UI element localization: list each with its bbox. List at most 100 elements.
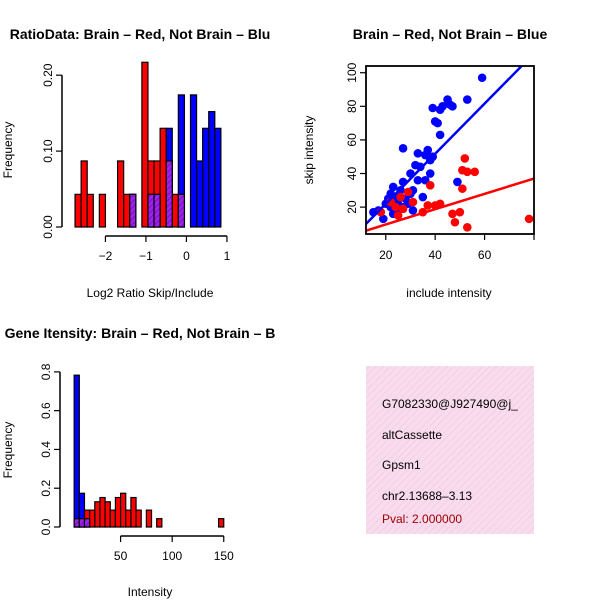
not-brain-point bbox=[433, 118, 442, 128]
overlap-bar bbox=[147, 193, 155, 228]
overlap-bar bbox=[165, 160, 173, 228]
plot-frame bbox=[365, 65, 535, 235]
x-tick-label: 50 bbox=[114, 549, 128, 563]
info-pvalue: Pval: 2.000000 bbox=[382, 512, 462, 526]
not-brain-point bbox=[428, 103, 438, 113]
brain-fit-line bbox=[365, 177, 535, 232]
brain-point bbox=[403, 187, 413, 197]
info-event-type: altCassette bbox=[382, 428, 442, 442]
brain-point bbox=[425, 180, 435, 190]
brain-point bbox=[391, 202, 400, 212]
brain-bar bbox=[123, 193, 131, 228]
x-tick-label: 100 bbox=[162, 549, 182, 563]
x-tick-label: −2 bbox=[99, 249, 113, 263]
x-tick-label: −1 bbox=[139, 249, 153, 263]
not-brain-point bbox=[425, 169, 435, 178]
y-tick-label: 0.2 bbox=[39, 480, 53, 497]
brain-bar bbox=[171, 193, 179, 228]
not-brain-point bbox=[462, 95, 472, 104]
brain-bar bbox=[86, 193, 94, 228]
brain-bar bbox=[99, 496, 106, 528]
x-tick-label: 150 bbox=[214, 549, 234, 563]
brain-bar bbox=[135, 509, 142, 528]
brain-bar bbox=[119, 492, 127, 528]
not-brain-point bbox=[435, 130, 445, 140]
info-box-background bbox=[366, 366, 534, 534]
brain-bar bbox=[159, 127, 167, 228]
overlap-bar bbox=[78, 518, 86, 528]
not-brain-point bbox=[438, 102, 447, 111]
y-tick-label: 0.10 bbox=[41, 139, 55, 163]
info-gene-name: Gpsm1 bbox=[382, 458, 421, 472]
brain-point bbox=[455, 207, 465, 217]
y-tick-label: 0.6 bbox=[39, 402, 53, 419]
x-tick-label: 40 bbox=[428, 248, 442, 262]
brain-bar bbox=[109, 509, 117, 528]
brain-bar bbox=[116, 160, 125, 228]
scatter-title: Brain – Red, Not Brain – Blue bbox=[353, 26, 548, 42]
scatter-xlabel: include intensity bbox=[406, 286, 491, 300]
info-location: chr2.13688–3.13 bbox=[382, 489, 472, 503]
brain-point bbox=[396, 192, 405, 202]
brain-point bbox=[524, 214, 534, 224]
brain-point bbox=[448, 209, 457, 219]
not-brain-bar bbox=[214, 127, 222, 228]
not-brain-point bbox=[413, 175, 423, 185]
brain-bar bbox=[80, 160, 88, 228]
x-tick-label: 20 bbox=[379, 248, 393, 262]
overlap-bar bbox=[129, 193, 137, 228]
brain-point bbox=[408, 197, 418, 207]
not-brain-point bbox=[416, 162, 425, 172]
intensity-histogram-panel: Gene Itensity: Brain – Red, Not Brain – … bbox=[1, 325, 275, 599]
info-box: G7082330@J927490@j_ altCassette Gpsm1 ch… bbox=[366, 366, 534, 534]
not-brain-fit-line bbox=[365, 65, 523, 225]
info-event-id: G7082330@J927490@j_ bbox=[382, 397, 518, 411]
brain-bar bbox=[217, 518, 225, 528]
y-tick-label: 0.00 bbox=[41, 215, 55, 239]
brain-bar bbox=[114, 496, 122, 528]
brain-point bbox=[470, 167, 480, 177]
brain-bar bbox=[130, 496, 137, 528]
ratio-histogram-xlabel: Log2 Ratio Skip/Include bbox=[87, 286, 214, 300]
overlap-bar bbox=[73, 518, 80, 528]
not-brain-point bbox=[408, 206, 418, 215]
brain-bar bbox=[125, 509, 132, 528]
not-brain-point bbox=[423, 145, 433, 155]
ratio-histogram-ylabel: Frequency bbox=[1, 122, 15, 179]
not-brain-bar bbox=[202, 127, 210, 228]
brain-point bbox=[393, 211, 403, 220]
not-brain-bar bbox=[189, 94, 198, 228]
brain-point bbox=[462, 167, 472, 177]
not-brain-point bbox=[477, 73, 487, 83]
not-brain-bar bbox=[195, 160, 204, 228]
brain-point bbox=[462, 222, 472, 232]
brain-point bbox=[398, 204, 408, 214]
not-brain-point bbox=[413, 149, 423, 158]
intensity-histogram-xlabel: Intensity bbox=[128, 585, 173, 599]
x-tick-label: 0 bbox=[183, 249, 190, 263]
x-tick-label: 60 bbox=[478, 248, 492, 262]
not-brain-bar bbox=[208, 111, 216, 228]
brain-bar bbox=[98, 193, 107, 228]
y-tick-label: 40 bbox=[345, 167, 359, 181]
not-brain-bar bbox=[73, 374, 80, 528]
y-tick-label: 0.20 bbox=[41, 63, 55, 87]
y-tick-label: 0.4 bbox=[39, 441, 53, 458]
brain-point bbox=[460, 154, 470, 163]
not-brain-point bbox=[418, 192, 428, 202]
brain-bar bbox=[141, 61, 149, 228]
x-tick-label: 1 bbox=[224, 249, 231, 263]
not-brain-point bbox=[448, 102, 457, 111]
scatter-ylabel: skip intensity bbox=[302, 116, 316, 185]
brain-bar bbox=[89, 509, 96, 528]
brain-bar bbox=[145, 509, 153, 528]
not-brain-point bbox=[453, 177, 462, 187]
not-brain-point bbox=[388, 182, 398, 192]
y-tick-label: 0.8 bbox=[39, 363, 53, 380]
y-tick-label: 80 bbox=[345, 99, 359, 113]
overlap-bar bbox=[177, 193, 186, 228]
y-tick-label: 20 bbox=[345, 200, 359, 214]
ratio-histogram-panel: RatioData: Brain – Red, Not Brain – Blu … bbox=[1, 26, 270, 300]
brain-point bbox=[458, 184, 467, 193]
overlap-bar bbox=[83, 518, 91, 528]
